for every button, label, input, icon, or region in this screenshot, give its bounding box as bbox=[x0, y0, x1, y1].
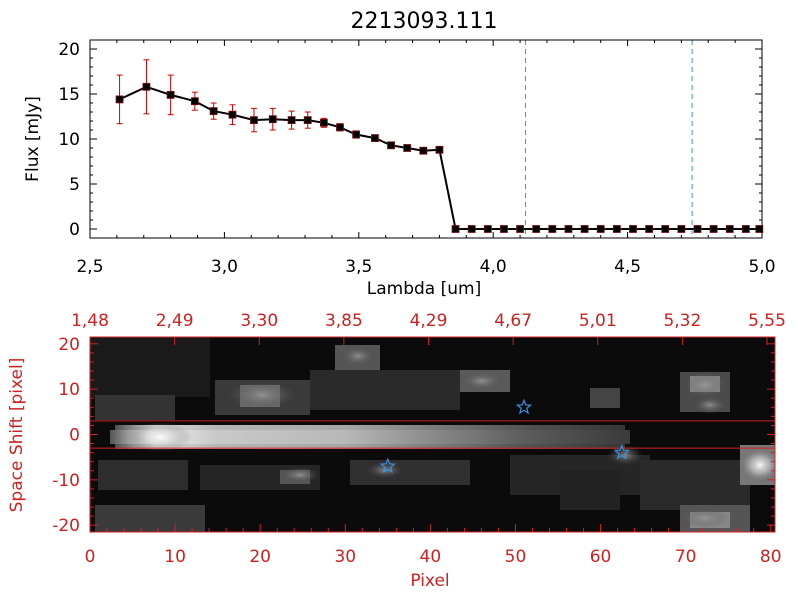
data-point-2 bbox=[166, 91, 175, 99]
hm-x-tick-label-1: 10 bbox=[164, 547, 186, 567]
data-point-18 bbox=[451, 225, 460, 233]
spectrum-x-label: Lambda [um] bbox=[367, 279, 481, 299]
hm-top-tick-label-7: 5,32 bbox=[663, 311, 701, 331]
data-point-34 bbox=[709, 225, 718, 233]
data-point-30 bbox=[645, 225, 654, 233]
hm-x-tick-label-5: 50 bbox=[505, 547, 527, 567]
data-point-29 bbox=[629, 225, 637, 233]
spatial-y-label: Space Shift [pixel] bbox=[7, 358, 27, 513]
data-point-36 bbox=[741, 225, 750, 233]
y-tick-label-4: 20 bbox=[58, 40, 80, 60]
y-tick-label-0: 0 bbox=[69, 220, 80, 240]
data-point-23 bbox=[532, 225, 541, 233]
star-marker-1 bbox=[379, 457, 397, 474]
data-point-31 bbox=[661, 225, 670, 233]
hm-top-tick-label-8: 5,55 bbox=[748, 311, 786, 331]
hm-top-tick-label-0: 1,48 bbox=[71, 311, 109, 331]
hm-top-tick-label-2: 3,30 bbox=[240, 311, 278, 331]
data-point-7 bbox=[268, 115, 277, 124]
x-tick-label-3: 4,0 bbox=[480, 257, 507, 277]
spatial-top-axis: 1,48 2,49 3,30 3,85 4,29 4,67 5,01 5,32 5,55 bbox=[71, 311, 786, 345]
data-point-5 bbox=[228, 110, 237, 119]
data-point-0 bbox=[115, 95, 124, 104]
data-point-8 bbox=[287, 116, 296, 124]
hm-y-tick-label-0: -20 bbox=[52, 516, 80, 536]
data-point-19 bbox=[467, 225, 476, 233]
data-point-24 bbox=[548, 225, 557, 233]
x-tick-label-5: 5,0 bbox=[748, 257, 775, 277]
data-point-16 bbox=[419, 146, 428, 155]
spectrum-plot-area bbox=[115, 40, 764, 238]
hm-top-tick-label-4: 4,29 bbox=[410, 311, 448, 331]
spectrum-y-axis: 0 5 10 15 20 bbox=[58, 40, 762, 240]
hm-top-tick-label-5: 4,67 bbox=[494, 311, 532, 331]
y-tick-label-2: 10 bbox=[58, 130, 80, 150]
spatial-x-axis: 0 10 20 30 40 50 60 70 80 bbox=[85, 524, 782, 567]
hm-x-tick-label-0: 0 bbox=[85, 547, 96, 567]
y-tick-label-3: 15 bbox=[58, 85, 80, 105]
hm-x-tick-label-2: 20 bbox=[249, 547, 271, 567]
hm-y-tick-label-4: 20 bbox=[58, 335, 80, 355]
source-markers bbox=[379, 398, 631, 474]
y-tick-label-1: 5 bbox=[69, 175, 80, 195]
data-point-10 bbox=[319, 118, 328, 127]
data-point-32 bbox=[677, 225, 686, 233]
spectrum-y-label: Flux [mJy] bbox=[23, 96, 43, 182]
star-marker-2 bbox=[613, 443, 631, 460]
x-tick-label-0: 2,5 bbox=[76, 257, 103, 277]
data-point-26 bbox=[580, 225, 589, 233]
data-point-4 bbox=[209, 107, 218, 115]
x-tick-label-4: 4,5 bbox=[614, 257, 641, 277]
hm-x-tick-label-6: 60 bbox=[590, 547, 612, 567]
data-point-35 bbox=[725, 225, 734, 233]
data-point-20 bbox=[483, 225, 492, 233]
hm-top-tick-label-1: 2,49 bbox=[156, 311, 194, 331]
hm-top-tick-label-3: 3,85 bbox=[325, 311, 363, 331]
x-tick-label-2: 3,5 bbox=[345, 257, 372, 277]
hm-x-tick-label-8: 80 bbox=[760, 547, 782, 567]
hm-y-tick-label-3: 10 bbox=[58, 380, 80, 400]
spectrum-plot-frame bbox=[89, 39, 763, 239]
x-tick-label-1: 3,0 bbox=[211, 257, 238, 277]
hm-x-tick-label-3: 30 bbox=[334, 547, 356, 567]
spectrum-x-axis: 2,5 3,0 3,5 4,0 4,5 5,0 bbox=[76, 40, 776, 277]
data-point-13 bbox=[371, 134, 379, 143]
spatial-image bbox=[90, 337, 775, 532]
spatial-profile-chart: 0 10 20 30 40 50 60 70 80 1,48 2,49 3,30 3,85 4,29 4,… bbox=[7, 311, 786, 591]
data-point-27 bbox=[596, 225, 605, 233]
data-point-21 bbox=[500, 225, 508, 233]
extraction-aperture bbox=[90, 420, 775, 449]
hm-y-tick-label-2: 0 bbox=[69, 426, 80, 446]
data-point-28 bbox=[612, 225, 621, 233]
data-point-15 bbox=[403, 144, 412, 152]
hm-x-tick-label-4: 40 bbox=[420, 547, 442, 567]
chart-title: 2213093.111 bbox=[351, 9, 498, 34]
hm-x-tick-label-7: 70 bbox=[675, 547, 697, 567]
data-point-14 bbox=[387, 141, 395, 150]
data-point-22 bbox=[516, 225, 524, 233]
data-point-11 bbox=[336, 123, 344, 132]
spatial-y-axis: -20 -10 0 10 20 bbox=[52, 335, 775, 536]
data-point-9 bbox=[303, 116, 312, 124]
data-point-25 bbox=[564, 225, 573, 233]
star-marker-0 bbox=[515, 398, 533, 415]
data-point-1 bbox=[142, 82, 151, 91]
spatial-x-label: Pixel bbox=[410, 571, 449, 591]
spectrum-chart: 2213093.111 2,5 3,0 3,5 4,0 4,5 5,0 05101520 … bbox=[23, 9, 776, 299]
hm-y-tick-label-1: -10 bbox=[52, 471, 80, 491]
hm-top-tick-label-6: 5,01 bbox=[579, 311, 617, 331]
data-point-17 bbox=[435, 145, 444, 154]
data-point-3 bbox=[190, 97, 199, 106]
data-point-33 bbox=[693, 225, 702, 233]
data-point-12 bbox=[352, 130, 361, 139]
data-point-6 bbox=[250, 116, 258, 124]
